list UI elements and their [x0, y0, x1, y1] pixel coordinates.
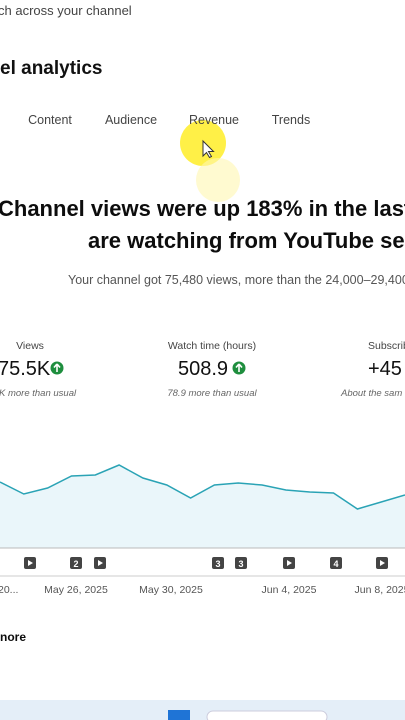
marker[interactable] — [330, 557, 342, 569]
see-more[interactable]: nore — [0, 630, 27, 644]
metric-note: K more than usual — [0, 388, 77, 399]
play-icon — [380, 560, 385, 566]
x-tick-label: May 30, 2025 — [139, 584, 203, 596]
tab[interactable]: Revenue — [189, 113, 239, 127]
metric-note: 78.9 more than usual — [167, 388, 257, 399]
play-icon — [28, 560, 33, 566]
marker-label: 4 — [333, 559, 338, 569]
cursor — [202, 139, 215, 159]
metric-value: 75.5K — [0, 358, 51, 380]
up-arrow — [235, 363, 243, 372]
metric-label: Views — [16, 340, 44, 352]
metric-note: About the sam — [340, 388, 402, 399]
marker[interactable] — [235, 557, 247, 569]
summary: Your channel got 75,480 views, more than… — [68, 273, 405, 287]
x-tick-label: Jun 4, 2025 — [262, 584, 317, 596]
marker-label: 3 — [238, 559, 243, 569]
marker-label: 2 — [73, 559, 78, 569]
tab[interactable]: Audience — [105, 113, 157, 127]
area — [0, 465, 405, 548]
cursor-highlight — [196, 158, 240, 202]
marker[interactable] — [70, 557, 82, 569]
tab[interactable]: Trends — [272, 113, 310, 127]
taskbar — [0, 700, 405, 720]
page-title: el analytics — [0, 58, 103, 79]
x-tick-label: 20... — [0, 584, 18, 596]
x-tick-label: May 26, 2025 — [44, 584, 108, 596]
marker[interactable] — [212, 557, 224, 569]
headline: Channel views were up 183% in the last 2 — [0, 196, 405, 221]
line — [0, 464, 405, 510]
x-tick-label: Jun 8, 2025 — [355, 584, 405, 596]
taskbar-icon — [168, 710, 190, 720]
up-arrow — [53, 363, 61, 372]
subtitle: ch across your channel — [0, 3, 132, 18]
metric-value: 508.9 — [178, 358, 228, 380]
metric-label: Watch time (hours) — [168, 340, 256, 352]
metric-value: +45 — [368, 358, 402, 380]
play-icon — [287, 560, 292, 566]
metric-label: Subscrib — [368, 340, 405, 352]
play-icon — [98, 560, 103, 566]
search-box — [206, 710, 328, 720]
headline: are watching from YouTube sea — [88, 228, 405, 253]
marker-label: 3 — [215, 559, 220, 569]
tab[interactable]: Content — [28, 113, 72, 127]
